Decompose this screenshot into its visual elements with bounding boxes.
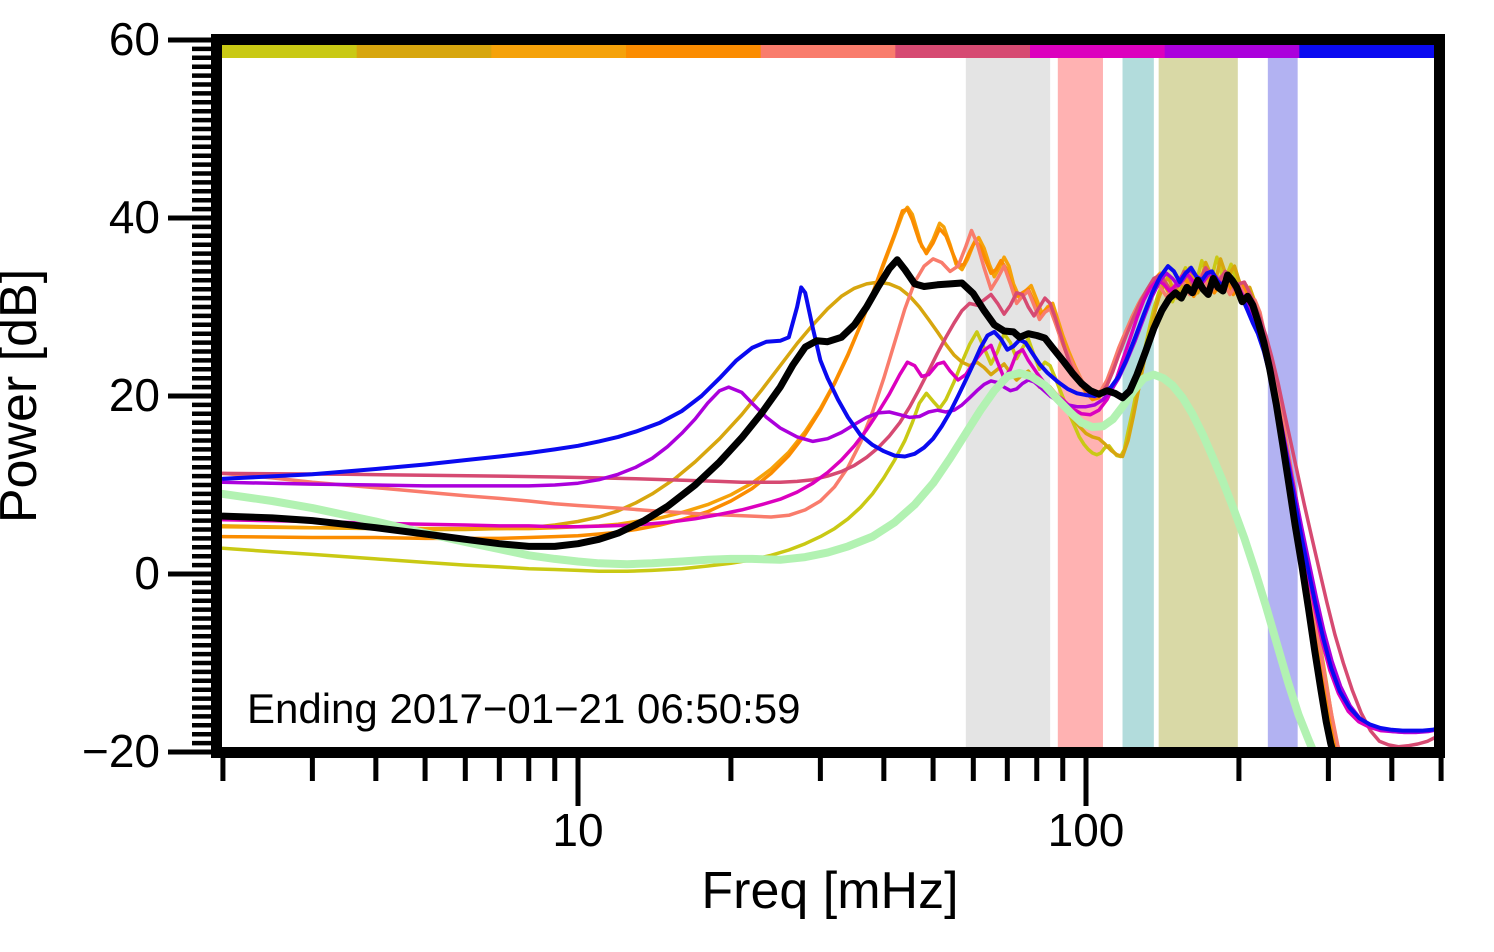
frequency-bands — [965, 57, 1298, 747]
trace-yellow-green — [222, 255, 1339, 747]
axis-ticks — [168, 37, 1444, 806]
x-axis-label: Freq [mHz] — [701, 862, 958, 920]
ending-timestamp-annotation: Ending 2017−01−21 06:50:59 — [247, 685, 801, 732]
colorbar-segment-9 — [1299, 45, 1435, 58]
band-olive — [1158, 57, 1238, 747]
x-tick-label: 10 — [552, 804, 603, 856]
trace-reference-green — [222, 368, 1316, 747]
colorbar-segment-4 — [626, 45, 762, 58]
colorbar-segment-5 — [760, 45, 896, 58]
colorbar-segment-8 — [1164, 45, 1300, 58]
colorbar-segment-2 — [356, 45, 492, 58]
colorbar-segment-3 — [491, 45, 627, 58]
x-tick-label: 100 — [1048, 804, 1125, 856]
time-colorbar — [222, 45, 1435, 58]
y-tick-label: 40 — [109, 191, 160, 243]
y-tick-label: −20 — [82, 725, 160, 777]
colorbar-segment-7 — [1030, 45, 1166, 58]
y-tick-label: 0 — [134, 547, 160, 599]
colorbar-segment-6 — [895, 45, 1031, 58]
y-axis-label: Power [dB] — [0, 269, 48, 523]
plot-frame — [211, 34, 1445, 758]
band-gray — [965, 57, 1051, 747]
y-tick-label: 20 — [109, 369, 160, 421]
y-tick-label: 60 — [109, 13, 160, 65]
trace-current-black — [222, 256, 1336, 747]
axis-tick-labels: 60 40 20 0 −20 10 100 — [82, 13, 1124, 856]
psd-traces — [222, 205, 1434, 747]
colorbar-segment-1 — [222, 45, 358, 58]
